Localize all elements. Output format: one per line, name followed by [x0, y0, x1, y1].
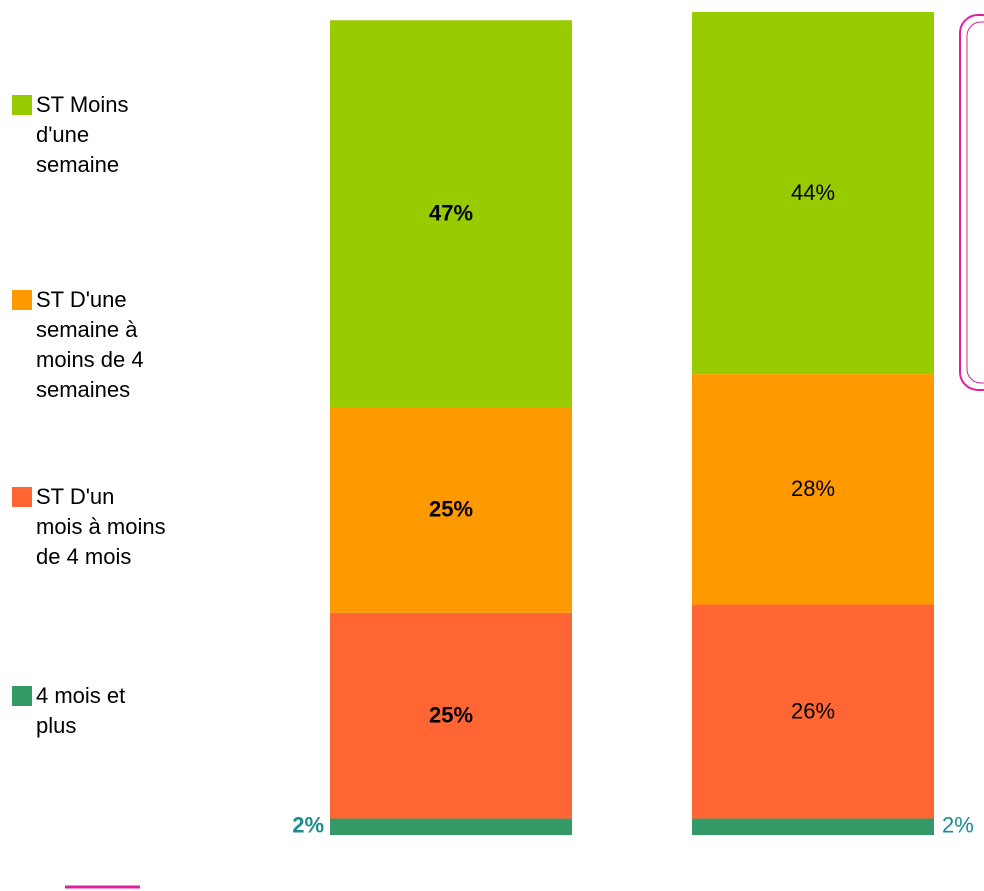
legend-item: 4 mois et plus [12, 681, 125, 741]
decor-box [959, 14, 984, 391]
legend-swatch [12, 290, 32, 310]
value-label: 25% [429, 702, 473, 727]
legend-swatch [12, 95, 32, 115]
value-label: 26% [791, 698, 835, 723]
legend-item: ST D'un mois à moins de 4 mois [12, 482, 166, 572]
value-label: 25% [429, 497, 473, 522]
bar-segment [692, 374, 934, 605]
bar-segment [330, 612, 572, 819]
value-label: 28% [791, 476, 835, 501]
value-label: 2% [292, 813, 324, 838]
value-label: 44% [791, 180, 835, 205]
bar-segment [330, 818, 572, 835]
bar-segment [330, 20, 572, 408]
legend-label: 4 mois et plus [36, 683, 126, 738]
bar-segment [692, 604, 934, 819]
decor-box-inner [966, 21, 984, 384]
value-label: 47% [429, 200, 473, 225]
bar-segment [330, 407, 572, 613]
bar-segment [692, 818, 934, 835]
legend-label: ST Moins d'une semaine [36, 92, 129, 177]
legend-item: ST D'une semaine à moins de 4 semaines [12, 285, 144, 405]
legend-swatch [12, 487, 32, 507]
legend-swatch [12, 686, 32, 706]
value-label: 2% [942, 813, 974, 838]
legend-label: ST D'une semaine à moins de 4 semaines [36, 287, 144, 402]
legend-label: ST D'un mois à moins de 4 mois [36, 484, 166, 569]
bar-segment [692, 12, 934, 375]
legend-item: ST Moins d'une semaine [12, 90, 129, 180]
